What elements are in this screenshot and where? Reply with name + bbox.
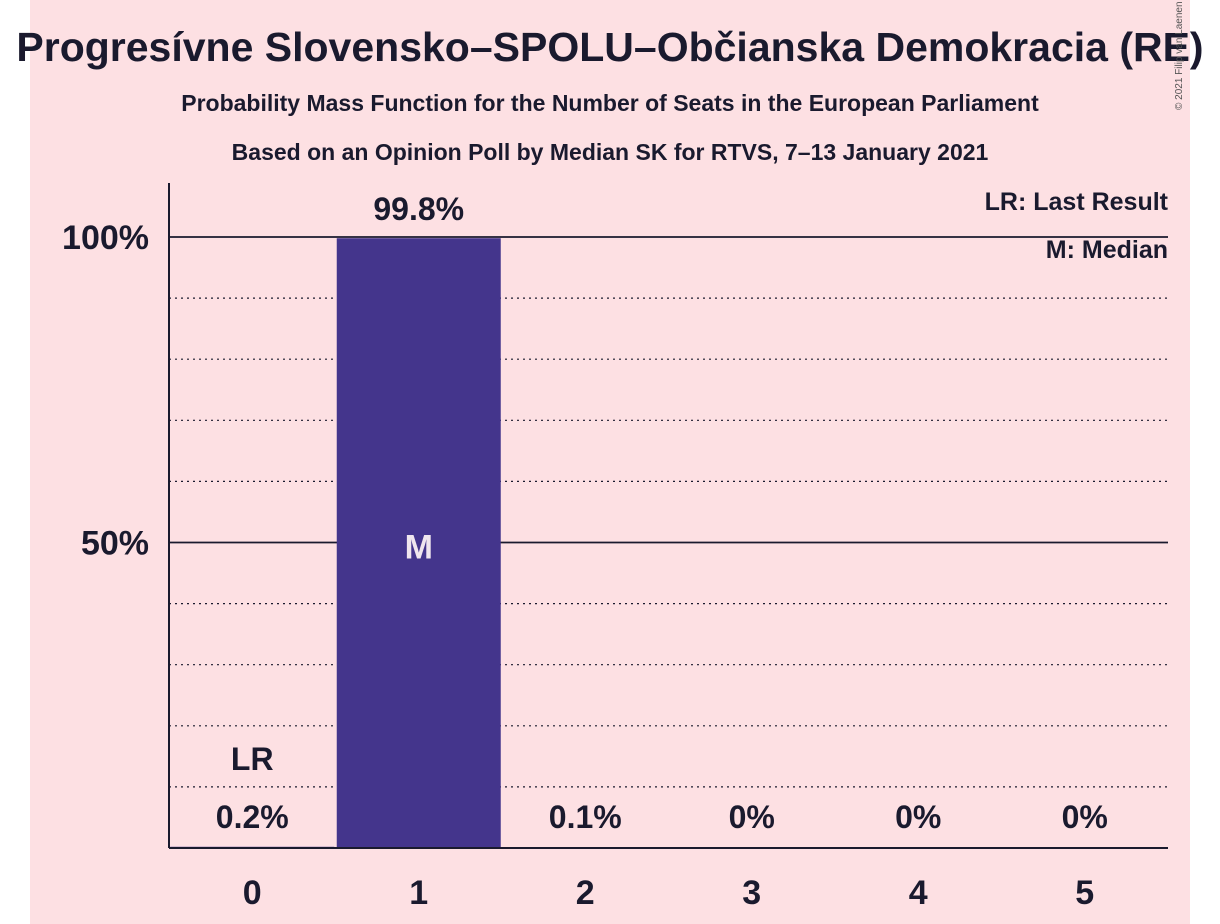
chart-source: Based on an Opinion Poll by Median SK fo… — [231, 139, 989, 165]
x-tick-label: 5 — [1075, 874, 1094, 912]
data-label: 0% — [1062, 799, 1108, 835]
data-label: 99.8% — [373, 191, 464, 227]
legend-entry: M: Median — [1046, 236, 1168, 264]
bar — [336, 238, 501, 849]
y-tick-label: 100% — [62, 219, 149, 257]
x-tick-label: 1 — [409, 874, 428, 912]
x-tick-label: 2 — [576, 874, 595, 912]
y-tick-label: 50% — [81, 525, 149, 563]
median-marker: M — [405, 529, 433, 567]
data-label: 0% — [729, 799, 775, 835]
data-label: 0% — [895, 799, 941, 835]
x-tick-label: 0 — [243, 874, 262, 912]
x-tick-label: 3 — [742, 874, 761, 912]
data-label: 0.2% — [216, 799, 289, 835]
x-tick-label: 4 — [909, 874, 928, 912]
last-result-marker: LR — [231, 741, 274, 777]
chart-background — [30, 0, 1190, 924]
data-label: 0.1% — [549, 799, 622, 835]
legend-entry: LR: Last Result — [985, 188, 1169, 216]
chart-title: Progresívne Slovensko–SPOLU–Občianska De… — [16, 24, 1204, 70]
chart-subtitle: Probability Mass Function for the Number… — [181, 90, 1039, 116]
